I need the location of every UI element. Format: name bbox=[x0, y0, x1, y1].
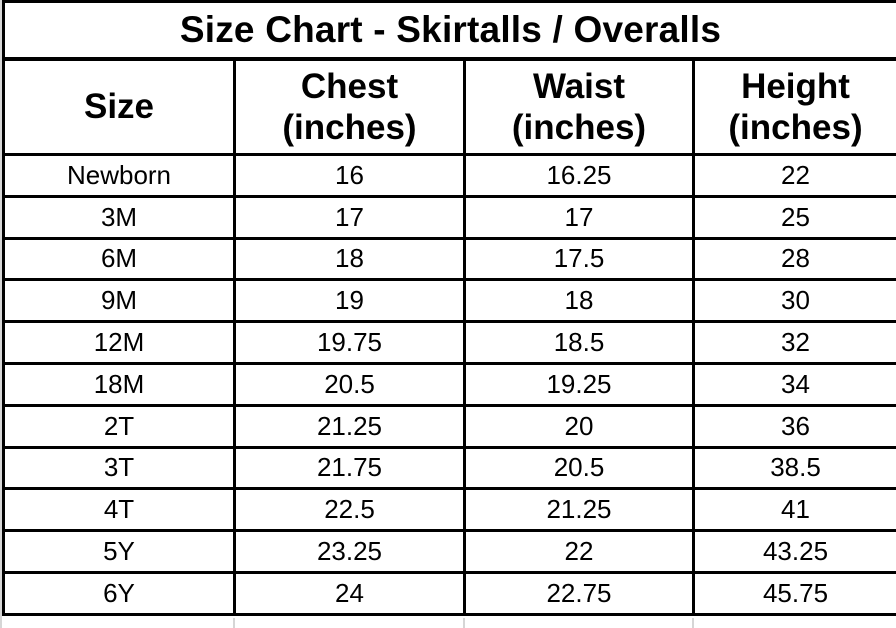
cell-height: 36 bbox=[691, 403, 896, 449]
header-row: Size Chest (inches) Waist (inches) Heigh… bbox=[2, 57, 896, 156]
cell-waist: 17.5 bbox=[463, 236, 695, 282]
cell-chest: 24 bbox=[233, 570, 466, 616]
cell-waist: 18.5 bbox=[463, 320, 695, 365]
cell-waist: 21.25 bbox=[463, 487, 695, 533]
cell-size: 5Y bbox=[2, 529, 236, 574]
table-row: 5Y 23.25 22 43.25 bbox=[2, 529, 896, 574]
cell-size: 12M bbox=[2, 320, 236, 365]
col-header-chest-unit: (inches) bbox=[282, 108, 417, 147]
cell-chest: 19.75 bbox=[233, 320, 466, 365]
cell-chest: 16 bbox=[233, 153, 466, 198]
table-row: 6M 18 17.5 28 bbox=[2, 236, 896, 282]
table-row: 3T 21.75 20.5 38.5 bbox=[2, 445, 896, 491]
cell-waist: 20.5 bbox=[463, 445, 695, 491]
col-header-size: Size bbox=[2, 57, 236, 156]
title-row: Size Chart - Skirtalls / Overalls bbox=[1, 0, 896, 61]
bottom-gridline-stub bbox=[463, 618, 465, 628]
cell-height: 22 bbox=[691, 153, 896, 198]
table-row: 4T 22.5 21.25 41 bbox=[2, 487, 896, 533]
table-row: Newborn 16 16.25 22 bbox=[2, 153, 896, 198]
col-header-waist-label: Waist bbox=[532, 66, 626, 106]
cell-height: 25 bbox=[691, 194, 896, 240]
table-row: 6Y 24 22.75 45.75 bbox=[2, 570, 896, 616]
cell-height: 41 bbox=[691, 487, 896, 533]
cell-waist: 22 bbox=[463, 529, 695, 574]
cell-size: 9M bbox=[2, 278, 236, 324]
cell-size: Newborn bbox=[2, 153, 236, 198]
size-chart-table: Size Chart - Skirtalls / Overalls Size C… bbox=[1, 0, 896, 616]
table-head: Size Chart - Skirtalls / Overalls Size C… bbox=[1, 0, 896, 156]
cell-waist: 22.75 bbox=[463, 570, 695, 616]
cell-chest: 22.5 bbox=[233, 487, 466, 533]
chart-title: Size Chart - Skirtalls / Overalls bbox=[1, 0, 896, 61]
cell-waist: 18 bbox=[463, 278, 695, 324]
table-row: 18M 20.5 19.25 34 bbox=[2, 361, 896, 407]
cell-chest: 21.75 bbox=[233, 445, 466, 491]
cell-height: 38.5 bbox=[691, 445, 896, 491]
cell-waist: 19.25 bbox=[463, 361, 695, 407]
col-header-height-label: Height bbox=[741, 66, 850, 106]
cell-size: 6M bbox=[2, 236, 236, 282]
cell-height: 28 bbox=[691, 236, 896, 282]
col-header-height-unit: (inches) bbox=[728, 108, 863, 147]
cell-chest: 23.25 bbox=[233, 529, 466, 574]
table-row: 9M 19 18 30 bbox=[2, 278, 896, 324]
cell-waist: 20 bbox=[463, 403, 695, 449]
col-header-size-label: Size bbox=[83, 87, 155, 127]
cell-waist: 17 bbox=[463, 194, 695, 240]
cell-waist: 16.25 bbox=[463, 153, 695, 198]
table-row: 12M 19.75 18.5 32 bbox=[2, 320, 896, 365]
cell-size: 18M bbox=[2, 361, 236, 407]
col-header-chest: Chest (inches) bbox=[233, 57, 466, 156]
cell-size: 6Y bbox=[2, 570, 236, 616]
size-rows: Newborn 16 16.25 22 3M 17 17 25 6M 18 17.5 28 9M 19 18… bbox=[2, 153, 896, 616]
cell-size: 4T bbox=[2, 487, 236, 533]
cell-height: 30 bbox=[691, 278, 896, 324]
cell-chest: 18 bbox=[233, 236, 466, 282]
table-row: 2T 21.25 20 36 bbox=[2, 403, 896, 449]
cell-height: 32 bbox=[691, 320, 896, 365]
cell-chest: 19 bbox=[233, 278, 466, 324]
col-header-waist: Waist (inches) bbox=[463, 57, 695, 156]
bottom-gridline-stub bbox=[233, 618, 235, 628]
col-header-height: Height (inches) bbox=[691, 57, 896, 156]
col-header-waist-unit: (inches) bbox=[511, 108, 647, 147]
cell-height: 45.75 bbox=[691, 570, 896, 616]
left-gridline bbox=[0, 0, 2, 628]
table-row: 3M 17 17 25 bbox=[2, 194, 896, 240]
cell-chest: 21.25 bbox=[233, 403, 466, 449]
cell-size: 3T bbox=[2, 445, 236, 491]
cell-chest: 17 bbox=[233, 194, 466, 240]
cell-height: 34 bbox=[691, 361, 896, 407]
cell-size: 3M bbox=[2, 194, 236, 240]
cell-chest: 20.5 bbox=[233, 361, 466, 407]
cell-size: 2T bbox=[2, 403, 236, 449]
cell-height: 43.25 bbox=[691, 529, 896, 574]
bottom-gridline-stub bbox=[692, 618, 694, 628]
col-header-chest-label: Chest bbox=[300, 66, 399, 106]
